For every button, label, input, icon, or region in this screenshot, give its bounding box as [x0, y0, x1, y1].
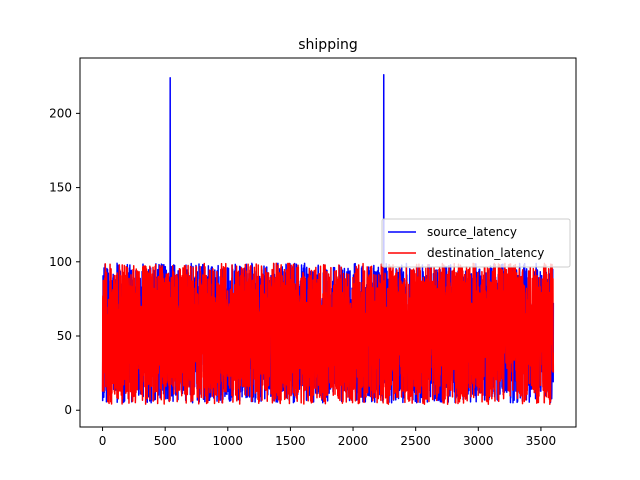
- x-axis: 0 500 1000 1500 2000 2500 3000 3500: [99, 427, 556, 448]
- legend-label: source_latency: [427, 225, 517, 239]
- y-tick-label: 100: [49, 255, 72, 269]
- x-tick-label: 1500: [275, 434, 306, 448]
- x-tick-label: 3500: [526, 434, 557, 448]
- x-tick-label: 3000: [463, 434, 494, 448]
- x-tick-label: 500: [154, 434, 177, 448]
- series-layer: [101, 74, 555, 406]
- x-tick-label: 2500: [400, 434, 431, 448]
- legend: source_latency destination_latency: [381, 218, 571, 268]
- legend-label: destination_latency: [427, 246, 544, 260]
- x-tick-label: 0: [99, 434, 107, 448]
- x-tick-label: 1000: [213, 434, 244, 448]
- x-tick-label: 2000: [338, 434, 369, 448]
- plot-frame: [79, 57, 577, 428]
- series-line-destination-latency: [101, 262, 555, 406]
- y-tick-label: 150: [49, 181, 72, 195]
- y-axis: 0 50 100 150 200: [49, 106, 80, 417]
- y-tick-label: 50: [57, 329, 72, 343]
- legend-box: [381, 218, 571, 268]
- y-tick-label: 0: [64, 403, 72, 417]
- y-tick-label: 200: [49, 106, 72, 120]
- chart-title: shipping: [298, 37, 357, 53]
